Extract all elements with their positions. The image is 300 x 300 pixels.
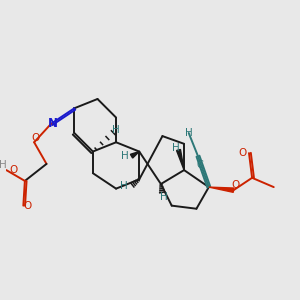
Text: O: O: [238, 148, 246, 158]
Polygon shape: [130, 152, 139, 158]
Text: C: C: [196, 160, 203, 170]
Text: H: H: [112, 125, 120, 135]
Text: N: N: [48, 117, 58, 130]
Text: O: O: [23, 201, 31, 211]
Text: H: H: [172, 143, 180, 154]
Text: O: O: [32, 133, 40, 142]
Polygon shape: [209, 187, 234, 192]
Text: H: H: [160, 192, 168, 202]
Text: H: H: [0, 160, 7, 170]
Text: O: O: [232, 180, 240, 190]
Polygon shape: [177, 149, 184, 170]
Text: O: O: [9, 165, 17, 175]
Text: H: H: [121, 151, 129, 161]
Text: H: H: [120, 181, 128, 190]
Text: H: H: [185, 128, 193, 138]
